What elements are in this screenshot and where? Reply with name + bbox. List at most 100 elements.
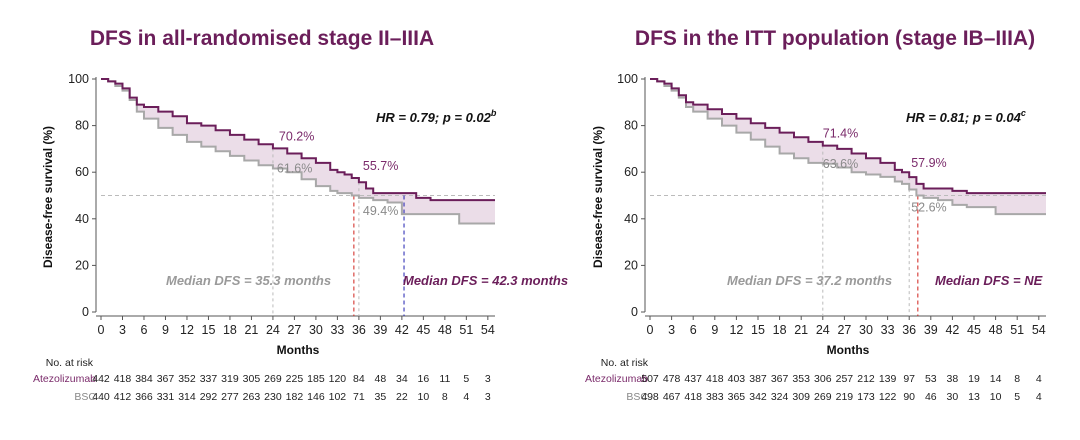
risk-cell: 10 xyxy=(418,391,430,403)
x-tick-label: 30 xyxy=(309,323,323,337)
x-tick-label: 18 xyxy=(223,323,237,337)
risk-cell: 314 xyxy=(178,391,196,403)
data-label: 61.6% xyxy=(277,161,312,175)
risk-cell: 22 xyxy=(396,391,408,403)
x-tick-label: 45 xyxy=(416,323,430,337)
risk-cell: 442 xyxy=(92,373,110,385)
risk-cell: 367 xyxy=(771,373,789,385)
risk-cell: 507 xyxy=(641,373,659,385)
risk-cell: 418 xyxy=(706,373,724,385)
x-tick-label: 30 xyxy=(859,323,873,337)
x-tick-label: 27 xyxy=(837,323,851,337)
x-tick-label: 24 xyxy=(266,323,280,337)
y-tick-label: 0 xyxy=(82,305,89,319)
risk-cell: 365 xyxy=(728,391,746,403)
risk-cell: 225 xyxy=(286,373,304,385)
x-axis-label: Months xyxy=(277,343,320,357)
x-tick-label: 15 xyxy=(202,323,216,337)
risk-cell: 84 xyxy=(353,373,365,385)
data-label: 70.2% xyxy=(279,129,314,143)
risk-cell: 403 xyxy=(728,373,746,385)
y-tick-label: 40 xyxy=(75,212,89,226)
risk-table-header: No. at risk xyxy=(601,357,649,369)
risk-cell: 387 xyxy=(749,373,767,385)
risk-cell: 5 xyxy=(463,373,469,385)
chart-title: DFS in the ITT population (stage IB–IIIA… xyxy=(635,27,1035,50)
risk-row-label: BSC xyxy=(626,391,648,403)
difference-fill xyxy=(650,79,1046,215)
data-label: 71.4% xyxy=(823,127,858,141)
x-tick-label: 33 xyxy=(881,323,895,337)
risk-cell: 173 xyxy=(857,391,875,403)
risk-cell: 418 xyxy=(684,391,702,403)
risk-cell: 269 xyxy=(264,373,282,385)
x-tick-label: 18 xyxy=(773,323,787,337)
y-tick-label: 40 xyxy=(624,212,638,226)
risk-cell: 120 xyxy=(329,373,347,385)
risk-cell: 257 xyxy=(836,373,854,385)
hazard-ratio-text: HR = 0.81; p = 0.04c xyxy=(906,108,1026,125)
x-tick-label: 6 xyxy=(690,323,697,337)
data-label: 55.7% xyxy=(363,159,398,173)
risk-cell: 146 xyxy=(307,391,325,403)
risk-cell: 8 xyxy=(1014,373,1020,385)
risk-cell: 13 xyxy=(968,391,980,403)
risk-cell: 10 xyxy=(990,391,1002,403)
risk-cell: 185 xyxy=(307,373,325,385)
x-tick-label: 3 xyxy=(668,323,675,337)
risk-cell: 8 xyxy=(442,391,448,403)
risk-cell: 292 xyxy=(200,391,218,403)
median-dfs-label: Median DFS = 37.2 months xyxy=(727,273,892,288)
hazard-ratio-text: HR = 0.79; p = 0.02b xyxy=(376,108,497,125)
risk-cell: 35 xyxy=(375,391,387,403)
x-tick-label: 0 xyxy=(98,323,105,337)
y-tick-label: 0 xyxy=(631,305,638,319)
x-tick-label: 15 xyxy=(751,323,765,337)
risk-row-label: Atezolizumab xyxy=(585,373,648,385)
risk-cell: 97 xyxy=(903,373,915,385)
risk-cell: 263 xyxy=(243,391,261,403)
data-label: 49.4% xyxy=(363,204,398,218)
risk-cell: 478 xyxy=(663,373,681,385)
x-tick-label: 51 xyxy=(1010,323,1024,337)
difference-fill xyxy=(101,79,495,224)
risk-row-label: Atezolizumab xyxy=(33,373,96,385)
series-line-bsc xyxy=(101,78,495,225)
risk-cell: 3 xyxy=(485,373,491,385)
x-tick-label: 27 xyxy=(287,323,301,337)
risk-cell: 498 xyxy=(641,391,659,403)
risk-cell: 5 xyxy=(1014,391,1020,403)
risk-table-header: No. at risk xyxy=(46,357,94,369)
x-tick-label: 33 xyxy=(330,323,344,337)
chart-panel-2: DFS in the ITT population (stage IB–IIIA… xyxy=(585,27,1046,403)
y-tick-label: 100 xyxy=(617,72,638,86)
x-tick-label: 48 xyxy=(989,323,1003,337)
x-tick-label: 45 xyxy=(967,323,981,337)
x-tick-label: 36 xyxy=(902,323,916,337)
x-tick-label: 51 xyxy=(459,323,473,337)
chart-panel-1: DFS in all-randomised stage II–IIIA02040… xyxy=(33,27,568,403)
median-dfs-label: Median DFS = NE xyxy=(935,273,1043,288)
x-tick-label: 39 xyxy=(924,323,938,337)
risk-cell: 30 xyxy=(947,391,959,403)
risk-cell: 46 xyxy=(925,391,937,403)
hazard-ratio-footnote: c xyxy=(1021,108,1026,118)
x-tick-label: 21 xyxy=(794,323,808,337)
risk-cell: 4 xyxy=(1036,391,1042,403)
x-tick-label: 21 xyxy=(244,323,258,337)
risk-cell: 384 xyxy=(135,373,153,385)
risk-cell: 34 xyxy=(396,373,408,385)
risk-cell: 182 xyxy=(286,391,304,403)
risk-cell: 412 xyxy=(114,391,132,403)
risk-cell: 306 xyxy=(814,373,832,385)
risk-cell: 48 xyxy=(375,373,387,385)
x-tick-label: 39 xyxy=(373,323,387,337)
x-tick-label: 42 xyxy=(395,323,409,337)
risk-cell: 437 xyxy=(684,373,702,385)
x-tick-label: 12 xyxy=(729,323,743,337)
y-tick-label: 100 xyxy=(68,72,89,86)
y-tick-label: 60 xyxy=(624,165,638,179)
risk-cell: 324 xyxy=(771,391,789,403)
risk-cell: 353 xyxy=(792,373,810,385)
